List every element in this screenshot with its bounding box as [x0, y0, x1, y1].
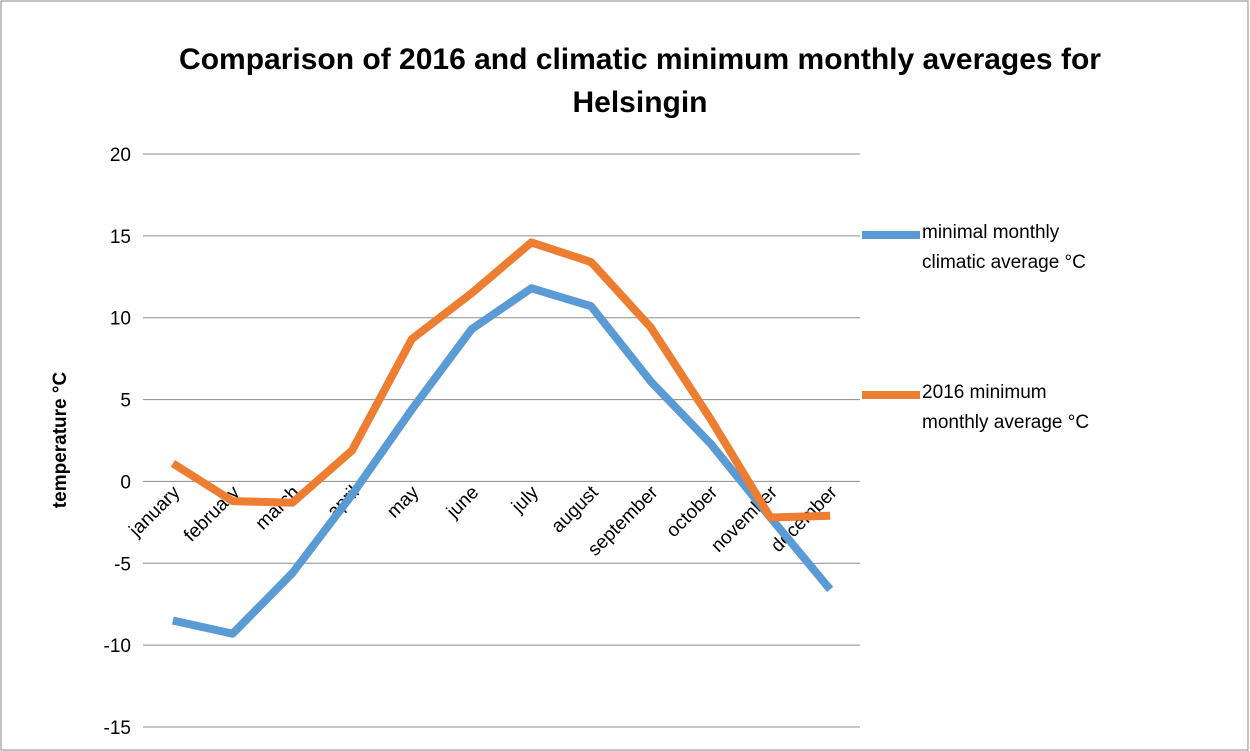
legend-label: 2016 minimum monthly average °C	[922, 382, 1090, 433]
y-tick-label: 0	[120, 472, 131, 493]
y-tick-label: -10	[104, 636, 131, 657]
series-line	[172, 284, 834, 638]
y-tick-label: 15	[110, 227, 131, 248]
y-tick-label: 20	[110, 145, 131, 166]
legend-label: minimal monthly climatic average °C	[922, 222, 1086, 273]
y-tick-label: -15	[104, 718, 131, 739]
y-tick-label: -5	[114, 554, 131, 575]
series-line	[170, 238, 831, 522]
chart-title: Comparison of 2016 and climatic minimum …	[179, 43, 1101, 119]
y-tick-label: 5	[120, 391, 131, 412]
y-tick-label: 10	[110, 309, 131, 330]
y-axis-title: temperature °C	[50, 372, 71, 509]
